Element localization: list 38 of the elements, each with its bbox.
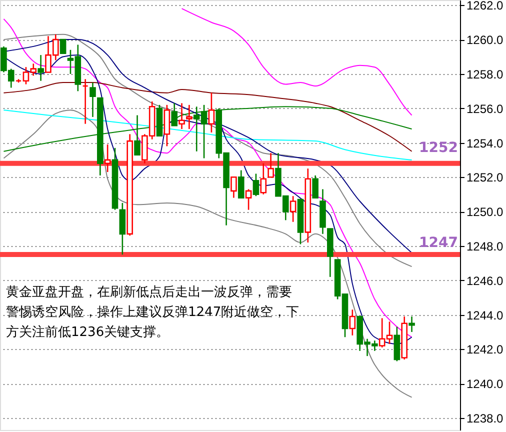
y-tick-label: 1260.0 (466, 33, 504, 48)
candlestick (90, 82, 96, 118)
y-tick-label: 1254.0 (466, 136, 504, 150)
y-tick-label: 1244.0 (466, 308, 504, 322)
candlestick (252, 173, 260, 197)
y-tick-label: 1242.0 (466, 342, 504, 357)
candlestick (290, 195, 296, 223)
candlestick (238, 170, 244, 198)
candlestick (230, 176, 237, 198)
candlestick (208, 92, 215, 134)
line-series (3, 82, 412, 152)
candlestick (268, 152, 274, 178)
candlestick (312, 174, 318, 198)
y-tick-label: 1240.0 (466, 377, 504, 392)
y-tick-label: 1252.0 (466, 170, 504, 185)
y-tick-label: 1262.0 (466, 0, 504, 13)
annotation: 黄金亚盘开盘，在刷新低点后走出一波反弹，需要警惕诱空风险，操作上建议反弹1247附近做空，下方关注前低1236关键支撑。 (6, 285, 300, 340)
candlestick (186, 104, 192, 130)
candlestick (408, 316, 415, 333)
annotation: 1247 (419, 235, 458, 251)
y-tick-label: 1258.0 (466, 67, 504, 82)
candlestick (349, 308, 356, 336)
candlestick (260, 162, 267, 196)
y-tick-label: 1248.0 (466, 239, 504, 254)
candlestick (245, 188, 252, 210)
candlestick (38, 54, 44, 82)
y-tick-label: 1246.0 (466, 274, 504, 288)
y-tick-label: 1238.0 (466, 411, 504, 426)
annotation: 1252 (419, 140, 458, 156)
y-tick-label: 1250.0 (466, 205, 504, 220)
candlestick (60, 38, 66, 54)
line-series (181, 8, 412, 116)
candlestick (178, 102, 185, 130)
candlestick (82, 78, 88, 124)
candlestick (104, 144, 111, 173)
line-series (3, 110, 412, 398)
line-series (3, 110, 412, 160)
y-tick-label: 1256.0 (466, 102, 504, 116)
